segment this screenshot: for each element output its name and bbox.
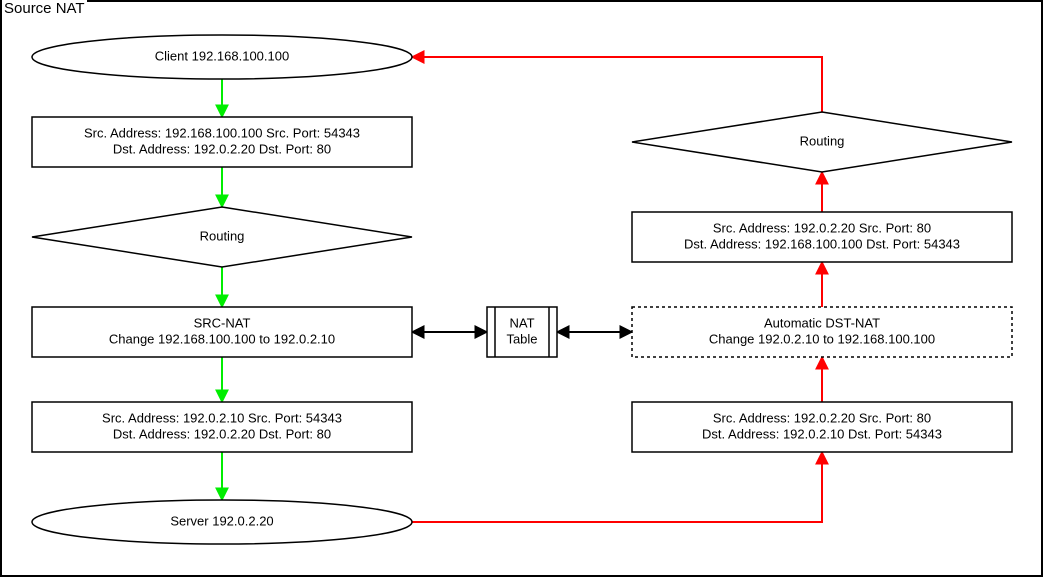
node-packet1: Src. Address: 192.168.100.100 Src. Port:…	[32, 117, 412, 167]
node-srcnat-label-1: Change 192.168.100.100 to 192.0.2.10	[109, 331, 335, 346]
node-packet3-label-1: Dst. Address: 192.0.2.10 Dst. Port: 5434…	[702, 426, 942, 441]
node-routing1-label-0: Routing	[200, 228, 245, 243]
node-routing2: Routing	[632, 112, 1012, 172]
node-client: Client 192.168.100.100	[32, 35, 412, 79]
node-srcnat: SRC-NATChange 192.168.100.100 to 192.0.2…	[32, 307, 412, 357]
node-server: Server 192.0.2.20	[32, 500, 412, 544]
edge-server-packet3	[412, 452, 822, 522]
node-packet4-label-0: Src. Address: 192.0.2.20 Src. Port: 80	[713, 220, 931, 235]
node-packet4-label-1: Dst. Address: 192.168.100.100 Dst. Port:…	[684, 236, 960, 251]
node-dstnat: Automatic DST-NATChange 192.0.2.10 to 19…	[632, 307, 1012, 357]
node-routing1: Routing	[32, 207, 412, 267]
node-srcnat-label-0: SRC-NAT	[194, 315, 251, 330]
node-packet3-label-0: Src. Address: 192.0.2.20 Src. Port: 80	[713, 410, 931, 425]
edge-routing2-client	[412, 57, 822, 112]
diagram-container: Source NAT Client 192.168.100.100Src. Ad…	[0, 0, 1043, 577]
node-packet2: Src. Address: 192.0.2.10 Src. Port: 5434…	[32, 402, 412, 452]
node-packet4: Src. Address: 192.0.2.20 Src. Port: 80Ds…	[632, 212, 1012, 262]
node-nattable: NATTable	[487, 307, 557, 357]
node-dstnat-label-0: Automatic DST-NAT	[764, 315, 880, 330]
node-nattable-label-0: NAT	[509, 315, 534, 330]
node-routing2-label-0: Routing	[800, 133, 845, 148]
node-server-label-0: Server 192.0.2.20	[170, 513, 273, 528]
node-nattable-label-1: Table	[506, 331, 537, 346]
node-dstnat-label-1: Change 192.0.2.10 to 192.168.100.100	[709, 331, 935, 346]
node-client-label-0: Client 192.168.100.100	[155, 48, 289, 63]
node-packet2-label-0: Src. Address: 192.0.2.10 Src. Port: 5434…	[102, 410, 342, 425]
diagram-svg: Client 192.168.100.100 Src. Address: 192.…	[2, 2, 1041, 575]
node-packet3: Src. Address: 192.0.2.20 Src. Port: 80Ds…	[632, 402, 1012, 452]
node-packet2-label-1: Dst. Address: 192.0.2.20 Dst. Port: 80	[113, 426, 331, 441]
node-packet1-label-1: Dst. Address: 192.0.2.20 Dst. Port: 80	[113, 141, 331, 156]
node-packet1-label-0: Src. Address: 192.168.100.100 Src. Port:…	[84, 125, 360, 140]
